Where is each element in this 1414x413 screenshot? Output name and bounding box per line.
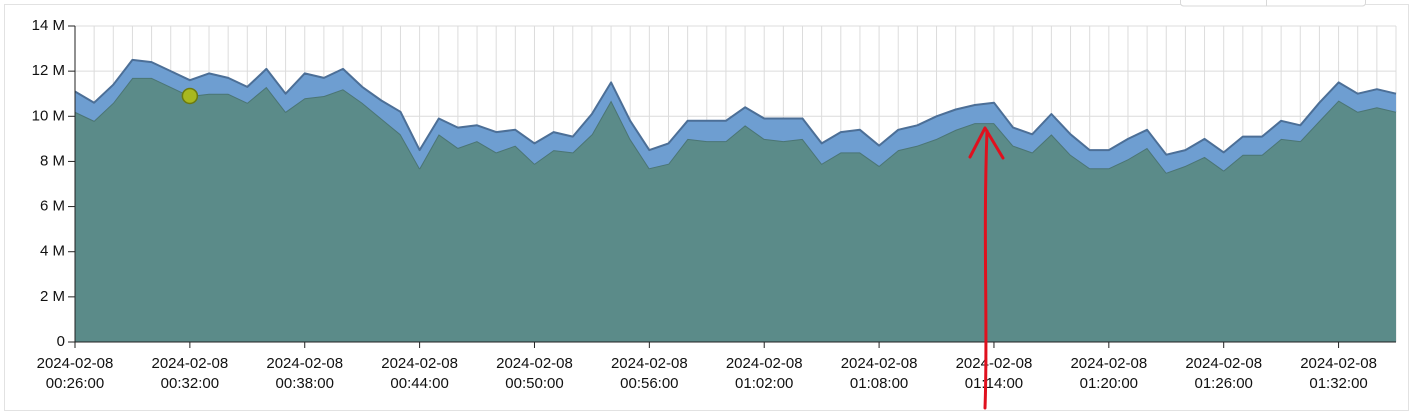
- x-tick-label-line: 2024-02-08: [841, 355, 918, 372]
- x-tick-label-line: 01:02:00: [735, 375, 793, 392]
- x-tick-label-line: 01:20:00: [1080, 375, 1138, 392]
- x-tick-label-line: 01:26:00: [1195, 375, 1253, 392]
- y-tick-label: 4 M: [40, 243, 65, 260]
- annotation: [968, 126, 1005, 410]
- y-tick-label: 10 M: [32, 107, 65, 124]
- x-tick-label-line: 2024-02-08: [266, 355, 343, 372]
- y-tick-label: 14 M: [32, 17, 65, 34]
- x-tick-label-line: 00:26:00: [46, 375, 104, 392]
- x-tick-label-line: 2024-02-08: [726, 355, 803, 372]
- area-line: [74, 58, 1397, 156]
- x-tick-label-line: 2024-02-08: [1185, 355, 1262, 372]
- y-tick-label: 6 M: [40, 198, 65, 215]
- red-arrow-head: [968, 126, 1005, 160]
- x-tick-label-line: 00:32:00: [161, 375, 219, 392]
- x-tick-label: 2024-02-08 01:26:00: [1185, 355, 1262, 392]
- y-tick-label: 8 M: [40, 152, 65, 169]
- x-tick-label: 2024-02-08 00:56:00: [611, 355, 688, 392]
- x-tick-label: 2024-02-08 00:50:00: [496, 355, 573, 392]
- button-group[interactable]: [1180, 0, 1366, 7]
- red-arrow-shaft: [983, 129, 989, 410]
- hover-point: [181, 87, 199, 105]
- x-tick-label: 2024-02-08 01:20:00: [1070, 355, 1147, 392]
- x-tick-label: 2024-02-08 01:14:00: [956, 355, 1033, 392]
- y-tick-label: 12 M: [32, 62, 65, 79]
- x-tick-label-line: 01:32:00: [1309, 375, 1367, 392]
- x-tick-label: 2024-02-08 00:32:00: [152, 355, 229, 392]
- x-tick-label-line: 2024-02-08: [152, 355, 229, 372]
- x-tick-label: 2024-02-08 01:02:00: [726, 355, 803, 392]
- x-tick-label-line: 2024-02-08: [611, 355, 688, 372]
- y-tick-label: 2 M: [40, 288, 65, 305]
- x-tick-label-line: 00:50:00: [505, 375, 563, 392]
- areas: [74, 58, 1397, 343]
- x-tick-label: 2024-02-08 00:26:00: [37, 355, 114, 392]
- y-tick-label: 0: [57, 333, 65, 350]
- axes: 0 2 M 4 M 6 M 8 M 10 M 12 M 14 M 2024-02-08 00:26…: [32, 17, 1396, 392]
- x-tick-label: 2024-02-08 01:08:00: [841, 355, 918, 392]
- x-tick-label-line: 00:56:00: [620, 375, 678, 392]
- x-tick-label: 2024-02-08 00:44:00: [381, 355, 458, 392]
- x-tick-label-line: 2024-02-08: [496, 355, 573, 372]
- x-tick-label-line: 00:44:00: [390, 375, 448, 392]
- x-tick-label-line: 01:08:00: [850, 375, 908, 392]
- x-tick-label-line: 2024-02-08: [381, 355, 458, 372]
- x-tick-label-line: 2024-02-08: [956, 355, 1033, 372]
- x-tick-label: 2024-02-08 00:38:00: [266, 355, 343, 392]
- area: [75, 59, 1396, 173]
- x-tick-label-line: 2024-02-08: [37, 355, 114, 372]
- x-tick-label-line: 00:38:00: [276, 375, 334, 392]
- x-tick-label-line: 01:14:00: [965, 375, 1023, 392]
- x-tick-label-line: 2024-02-08: [1300, 355, 1377, 372]
- x-tick-label: 2024-02-08 01:32:00: [1300, 355, 1377, 392]
- x-tick-label-line: 2024-02-08: [1070, 355, 1147, 372]
